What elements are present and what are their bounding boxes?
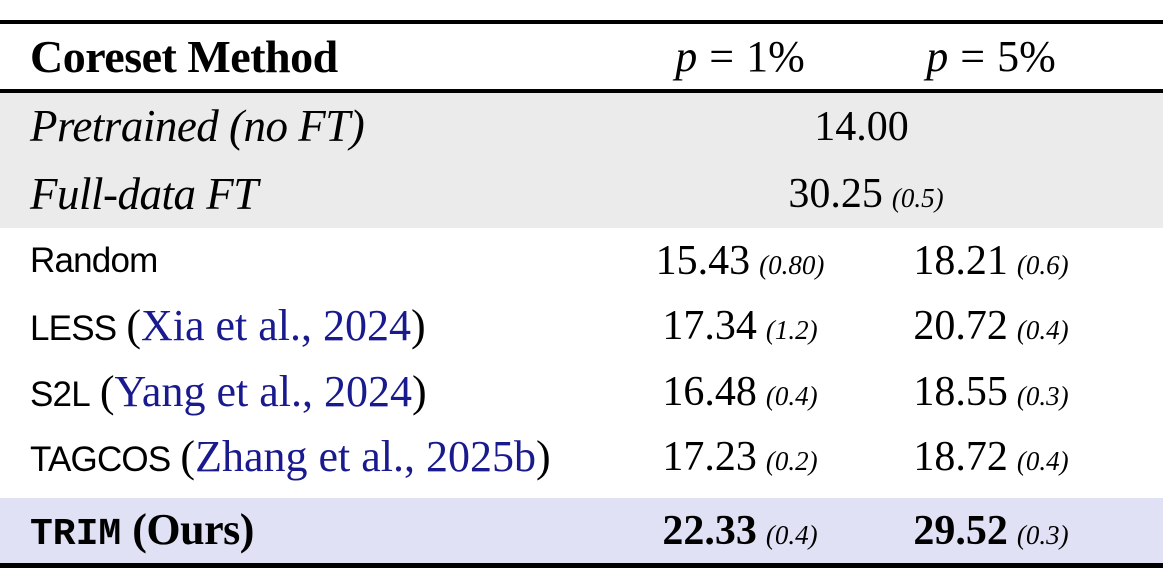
pretrained-label: Pretrained (no FT) xyxy=(30,101,365,151)
random-p1-std: (0.80) xyxy=(759,249,825,280)
fulldata-label-cell: Full-data FT xyxy=(0,168,595,219)
header-method-cell: Coreset Method xyxy=(0,30,595,82)
less-method-name: LESS xyxy=(30,309,117,348)
s2l-p5-value: 18.55 xyxy=(913,368,1008,415)
s2l-p1-std: (0.4) xyxy=(765,380,818,411)
header-p5-symbol: p xyxy=(926,31,949,81)
s2l-p1-value: 16.48 xyxy=(662,368,757,415)
header-method-label: Coreset Method xyxy=(30,30,338,82)
tagcos-p5-cell: 18.72 (0.4) xyxy=(885,436,1097,478)
citation-link[interactable]: Yang et al., 2024 xyxy=(114,366,412,416)
less-p1-std: (1.2) xyxy=(765,315,818,345)
pretrained-value: 14.00 xyxy=(814,103,909,150)
trim-p5-value: 29.52 xyxy=(913,507,1008,554)
s2l-method-name: S2L xyxy=(30,374,91,414)
trim-p1-cell: 22.33 (0.4) xyxy=(595,510,885,552)
header-p1-equals: = xyxy=(709,31,735,81)
table-header-rule xyxy=(0,89,1163,93)
s2l-citation-group: (Yang et al., 2024) xyxy=(99,366,427,416)
table-row-less: LESS (Xia et al., 2024) 17.34 (1.2) 20.72… xyxy=(0,293,1163,359)
fulldata-value-cell: 30.25 (0.5) xyxy=(595,173,1097,215)
table-row-tagcos: TAGCOS (Zhang et al., 2025b) 17.23 (0.2) … xyxy=(0,424,1163,490)
trim-ours-suffix: (Ours) xyxy=(132,504,254,554)
random-p5-value: 18.21 xyxy=(913,237,1008,284)
table-header-row: Coreset Method p = 1% p = 5% xyxy=(0,24,1163,89)
random-p5-cell: 18.21 (0.6) xyxy=(885,240,1097,282)
random-label-cell: Random xyxy=(0,243,595,278)
trim-p1-value: 22.33 xyxy=(662,507,757,554)
s2l-label-cell: S2L (Yang et al., 2024) xyxy=(0,366,595,416)
row-gap xyxy=(0,490,1163,498)
trim-method-name: TRIM xyxy=(30,512,122,556)
tagcos-method-name: TAGCOS xyxy=(30,440,171,479)
less-p1-value: 17.34 xyxy=(662,303,757,349)
tagcos-label-cell: TAGCOS (Zhang et al., 2025b) xyxy=(0,435,595,479)
less-p5-cell: 20.72 (0.4) xyxy=(885,305,1097,347)
random-p1-cell: 15.43 (0.80) xyxy=(595,240,885,282)
table-row-s2l: S2L (Yang et al., 2024) 16.48 (0.4) 18.55… xyxy=(0,359,1163,424)
paren-open: ( xyxy=(126,301,141,350)
paren-open: ( xyxy=(180,432,196,481)
fulldata-label: Full-data FT xyxy=(30,168,258,219)
paren-close: ) xyxy=(411,366,427,416)
random-p5-std: (0.6) xyxy=(1016,249,1069,280)
table-row-trim-ours: TRIM (Ours) 22.33 (0.4) 29.52 (0.3) xyxy=(0,498,1163,563)
random-p1-value: 15.43 xyxy=(655,237,751,284)
tagcos-p5-value: 18.72 xyxy=(913,434,1008,480)
tagcos-citation-group: (Zhang et al., 2025b) xyxy=(180,435,550,479)
pretrained-value-cell: 14.00 xyxy=(595,106,1097,148)
header-p5-cell: p = 5% xyxy=(885,31,1097,81)
header-p5-equals: = xyxy=(960,31,986,81)
paren-close: ) xyxy=(535,432,551,481)
tagcos-p1-std: (0.2) xyxy=(765,446,818,476)
header-p5-value: 5% xyxy=(997,31,1056,81)
fulldata-std: (0.5) xyxy=(891,183,944,213)
header-p1-value: 1% xyxy=(746,31,805,81)
header-p1-symbol: p xyxy=(675,31,698,81)
tagcos-p1-cell: 17.23 (0.2) xyxy=(595,436,885,478)
trim-label-cell: TRIM (Ours) xyxy=(0,504,595,556)
table-top-rule xyxy=(0,20,1163,24)
citation-link[interactable]: Zhang et al., 2025b xyxy=(195,432,536,481)
table-row-random: Random 15.43 (0.80) 18.21 (0.6) xyxy=(0,228,1163,293)
pretrained-label-cell: Pretrained (no FT) xyxy=(0,104,595,149)
trim-p5-std: (0.3) xyxy=(1016,519,1069,550)
fulldata-value: 30.25 xyxy=(788,171,883,217)
less-p1-cell: 17.34 (1.2) xyxy=(595,305,885,347)
s2l-p5-cell: 18.55 (0.3) xyxy=(885,371,1097,413)
s2l-p5-std: (0.3) xyxy=(1016,380,1069,411)
table-bottom-rule xyxy=(0,563,1163,568)
paren-close: ) xyxy=(411,301,426,350)
header-p1-cell: p = 1% xyxy=(595,31,885,81)
less-p5-value: 20.72 xyxy=(913,303,1008,349)
paren-open: ( xyxy=(99,366,115,416)
trim-p5-cell: 29.52 (0.3) xyxy=(885,510,1097,552)
less-label-cell: LESS (Xia et al., 2024) xyxy=(0,304,595,348)
trim-p1-std: (0.4) xyxy=(765,519,818,550)
less-citation-group: (Xia et al., 2024) xyxy=(126,304,425,348)
table-row-pretrained: Pretrained (no FT) 14.00 xyxy=(0,93,1163,160)
table-row-fulldata: Full-data FT 30.25 (0.5) xyxy=(0,160,1163,228)
s2l-p1-cell: 16.48 (0.4) xyxy=(595,371,885,413)
random-method-name: Random xyxy=(30,241,158,280)
citation-link[interactable]: Xia et al., 2024 xyxy=(140,301,412,350)
tagcos-p1-value: 17.23 xyxy=(662,434,757,480)
less-p5-std: (0.4) xyxy=(1016,315,1069,345)
tagcos-p5-std: (0.4) xyxy=(1016,446,1069,476)
